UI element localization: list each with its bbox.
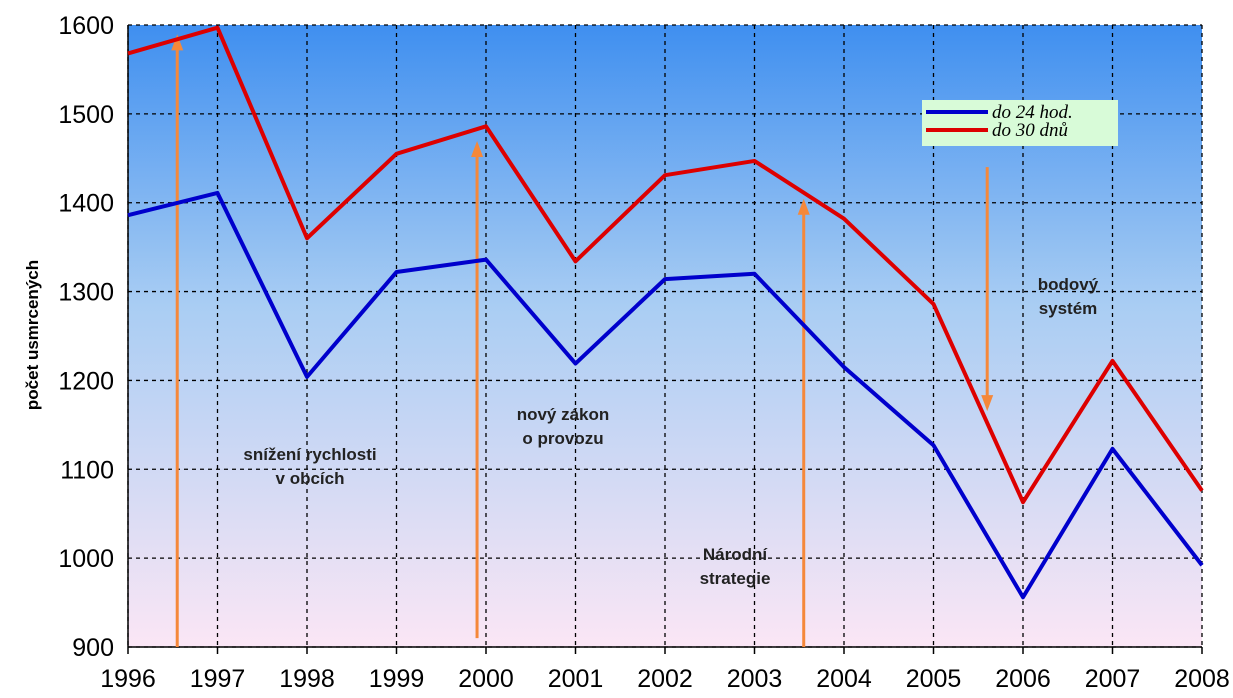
x-tick-label: 2001: [548, 665, 604, 693]
x-tick-label: 2004: [816, 665, 872, 693]
legend-box: [922, 100, 1118, 146]
annotation-text: strategie: [700, 569, 771, 588]
x-tick-label: 1999: [369, 665, 425, 693]
x-tick-label: 2002: [637, 665, 693, 693]
annotation-text: snížení rychlosti: [243, 445, 376, 464]
annotation-text: nový zákon: [517, 405, 610, 424]
annotation-arrowhead: [981, 395, 994, 412]
legend: do 24 hod.do 30 dnů: [922, 100, 1118, 146]
annotation-arrowhead: [471, 140, 484, 157]
x-tick-label: 2005: [906, 665, 962, 693]
x-tick-label: 1997: [190, 665, 246, 693]
annotation-text: systém: [1039, 299, 1098, 318]
y-tick-label: 1500: [58, 101, 114, 129]
y-tick-label: 1000: [58, 545, 114, 573]
annotation-text: o provozu: [522, 429, 603, 448]
y-tick-label: 1200: [58, 367, 114, 395]
series-line: [127, 25, 1204, 505]
y-axis-label: počet usmrcených: [23, 260, 42, 410]
annotations: snížení rychlosti v obcích nový zákon o pro…: [243, 275, 1098, 588]
y-tick-label: 1400: [58, 190, 114, 218]
x-tick-label: 2003: [727, 665, 783, 693]
annotation-arrowhead: [171, 34, 184, 51]
x-tick-label: 2000: [458, 665, 514, 693]
x-tick-label: 2007: [1085, 665, 1141, 693]
legend-label: do 24 hod.: [992, 102, 1073, 123]
x-tick-label: 1996: [100, 665, 156, 693]
annotation-arrowhead: [797, 198, 810, 215]
y-tick-label: 900: [72, 634, 114, 662]
annotation-arrows: [171, 34, 994, 647]
annotation-text: bodový: [1038, 275, 1099, 294]
y-tick-label: 1600: [58, 12, 114, 40]
x-tick-label: 2006: [995, 665, 1051, 693]
y-tick-label: 1100: [60, 456, 114, 484]
series-line: [127, 190, 1204, 600]
series: [127, 25, 1204, 600]
x-tick-label: 2008: [1174, 665, 1230, 693]
y-tick-label: 1300: [58, 279, 114, 307]
x-tick-label: 1998: [279, 665, 335, 693]
annotation-text: v obcích: [276, 469, 345, 488]
legend-label: do 30 dnů: [992, 120, 1068, 141]
axes: 900 1000 1100 1200 1300 1400 1500 1600 1996 1997 1…: [58, 12, 1229, 693]
annotation-text: Národní: [703, 545, 769, 564]
